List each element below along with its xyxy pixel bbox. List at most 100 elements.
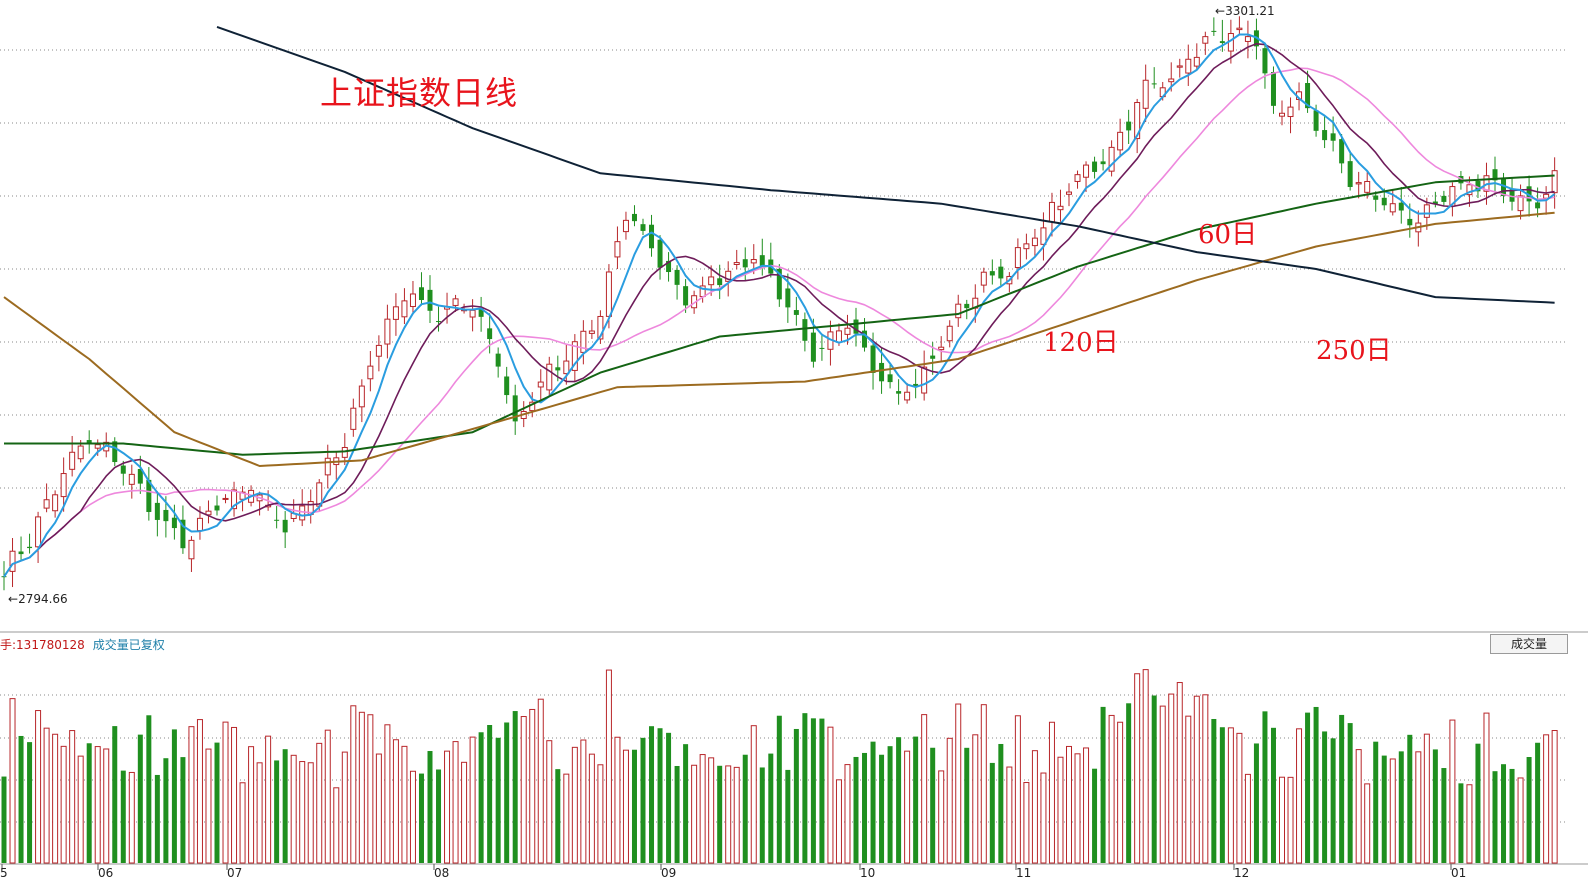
candle-body [1168, 78, 1175, 83]
volume-bar [358, 711, 365, 864]
volume-bar [1236, 732, 1243, 864]
volume-bar [1305, 712, 1311, 863]
candle [392, 293, 399, 336]
volume-bar [239, 782, 246, 864]
candle [1176, 58, 1183, 78]
volume-bar [1330, 738, 1336, 863]
candle-body [1407, 218, 1413, 226]
candle-body [1535, 202, 1541, 209]
candle [666, 252, 672, 282]
candle-body [367, 365, 374, 380]
candle [622, 211, 629, 240]
volume-bar [972, 734, 979, 864]
candle-body [154, 502, 160, 520]
candle [35, 511, 42, 563]
candle [43, 483, 50, 513]
candle-body [1023, 243, 1030, 250]
volume-bar [742, 754, 748, 863]
candle-body [733, 262, 740, 266]
volume-bar [94, 746, 101, 864]
candle-body [1322, 130, 1328, 141]
volume-bar [1185, 715, 1192, 864]
volume-bar [146, 715, 152, 863]
candle [597, 310, 604, 344]
candle-body [69, 451, 76, 470]
volume-bar [1202, 694, 1209, 864]
candle-body [239, 491, 246, 500]
candle [1108, 140, 1115, 177]
volume-bar [1407, 734, 1413, 863]
volume-bar [1475, 743, 1481, 863]
candle [512, 384, 518, 435]
volume-bar [392, 739, 399, 864]
volume-bar [1176, 682, 1183, 864]
volume-bar [163, 758, 169, 863]
candle [188, 536, 195, 572]
candle-body [835, 330, 842, 343]
candle [86, 430, 92, 454]
candle-body [674, 269, 680, 285]
candle [1057, 189, 1064, 222]
candle [427, 275, 433, 324]
candle-body [35, 516, 42, 548]
low-value: 2794.66 [18, 592, 68, 606]
candle [793, 296, 799, 326]
volume-bar [776, 715, 782, 863]
candle [904, 382, 911, 404]
candle [1415, 210, 1422, 247]
volume-bar [1296, 728, 1303, 864]
candle-body [1339, 139, 1345, 164]
candle-body [512, 395, 518, 422]
ma250-label: 250日 [1316, 336, 1392, 366]
volume-bar [699, 754, 706, 864]
volume-bar [1126, 703, 1132, 863]
volume-bar [1048, 721, 1055, 864]
volume-bar [1287, 776, 1294, 864]
volume-bar [1517, 777, 1524, 864]
candle [819, 333, 825, 361]
candle [171, 504, 177, 540]
volume-bar [827, 726, 834, 864]
volume-bar [887, 746, 893, 863]
candle-body [1355, 182, 1362, 185]
volume-bar [1279, 776, 1285, 864]
volume-bar [614, 736, 621, 864]
volume-tab-button[interactable]: 成交量 [1490, 634, 1568, 654]
candle-body [964, 303, 970, 309]
candle-body [1066, 191, 1072, 195]
candle-body [1364, 180, 1371, 193]
volume-bar [793, 728, 799, 863]
volume-bar [1057, 756, 1064, 864]
volume-bar [1449, 719, 1456, 864]
candle-body [1432, 201, 1438, 204]
volume-bar [1031, 750, 1038, 864]
candle-body [1193, 56, 1200, 67]
candle [495, 347, 501, 378]
candle-body [163, 509, 169, 522]
volume-bar [307, 762, 314, 864]
candle-body [94, 444, 101, 449]
candle-body [452, 298, 459, 306]
candle-body [844, 327, 851, 335]
volume-bar [1313, 706, 1319, 863]
volume-bar [27, 742, 33, 863]
candle-body [222, 497, 229, 500]
volume-bar [580, 739, 587, 864]
volume-bar [1483, 712, 1490, 864]
candle-body [52, 494, 59, 512]
high-annotation: ←3301.21 [1215, 4, 1275, 18]
volume-bar [597, 764, 604, 864]
candle [1211, 17, 1217, 36]
volume-bar [529, 708, 536, 864]
candle-body [1381, 197, 1387, 206]
candle-body [1330, 133, 1336, 141]
candle-body [862, 330, 868, 348]
candle-body [299, 505, 306, 521]
candle [375, 335, 382, 372]
volume-bar [1509, 768, 1515, 863]
candle-body [418, 287, 424, 301]
volume-bar [674, 765, 680, 863]
candle-body [1092, 161, 1098, 172]
candle [1151, 67, 1157, 89]
volume-bar [1398, 751, 1404, 863]
